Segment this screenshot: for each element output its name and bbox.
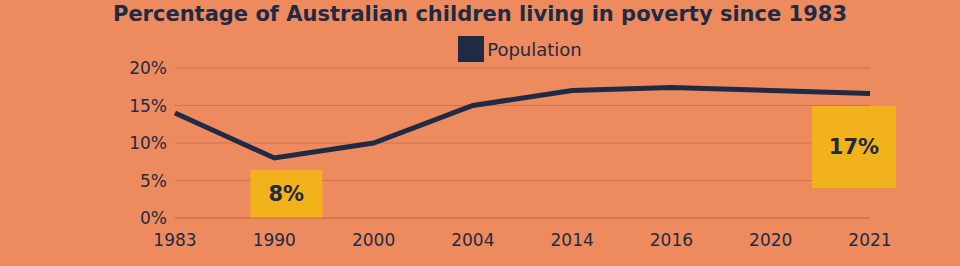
svg-text:15%: 15% [129, 96, 167, 116]
svg-text:5%: 5% [140, 171, 167, 191]
svg-text:2021: 2021 [848, 230, 891, 250]
svg-text:8%: 8% [268, 182, 304, 206]
svg-text:0%: 0% [140, 208, 167, 228]
svg-text:2004: 2004 [451, 230, 494, 250]
html-text:Population: Population [487, 38, 582, 60]
svg-text:1990: 1990 [253, 230, 296, 250]
svg-text:2020: 2020 [749, 230, 792, 250]
svg-text:2016: 2016 [650, 230, 693, 250]
html-text:Percentage of Australian child: Percentage of Australian children living… [113, 2, 847, 26]
svg-text:2000: 2000 [352, 230, 395, 250]
svg-text:1983: 1983 [153, 230, 196, 250]
svg-text:10%: 10% [129, 133, 167, 153]
svg-text:2014: 2014 [551, 230, 594, 250]
svg-text:17%: 17% [829, 135, 879, 159]
svg-text:20%: 20% [129, 58, 167, 78]
